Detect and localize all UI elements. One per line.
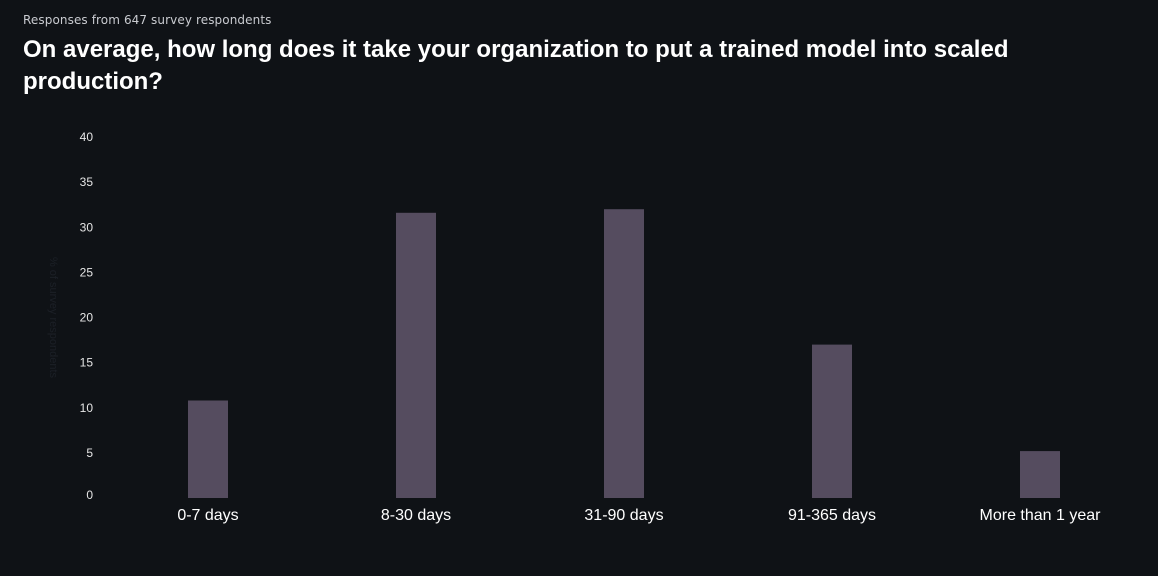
bar-91-365-days[interactable] [812, 344, 852, 498]
x-tick-label: 8-30 days [381, 507, 451, 524]
y-tick-label: 0 [86, 488, 93, 502]
y-axis-label: % of survey respondents [47, 257, 59, 379]
y-tick-label: 30 [80, 220, 94, 234]
y-tick-label: 25 [80, 265, 94, 279]
bar-8-30-days[interactable] [396, 212, 436, 499]
y-tick-label: 35 [80, 175, 94, 189]
chart-subtitle: Responses from 647 survey respondents [23, 13, 272, 27]
x-tick-label: More than 1 year [980, 507, 1102, 524]
x-axis: 0-7 days 8-30 days 31-90 days 91-365 days Mo… [177, 507, 1101, 524]
y-tick-label: 15 [80, 356, 94, 370]
chart-title: On average, how long does it take your o… [23, 36, 1009, 95]
x-tick-label: 31-90 days [584, 507, 663, 524]
bar-31-90-days[interactable] [604, 209, 644, 498]
y-tick-label: 20 [80, 311, 94, 325]
y-tick-label: 40 [80, 130, 94, 144]
bars [188, 209, 1060, 499]
x-tick-label: 91-365 days [788, 507, 876, 524]
y-tick-label: 10 [80, 401, 94, 415]
x-tick-label: 0-7 days [177, 507, 238, 524]
y-axis: 0 5 10 15 20 25 30 35 40 % of survey respondents [47, 130, 93, 502]
y-tick-label: 5 [86, 446, 93, 460]
bar-0-7-days[interactable] [188, 400, 228, 499]
bar-more-than-1-year[interactable] [1020, 451, 1060, 498]
